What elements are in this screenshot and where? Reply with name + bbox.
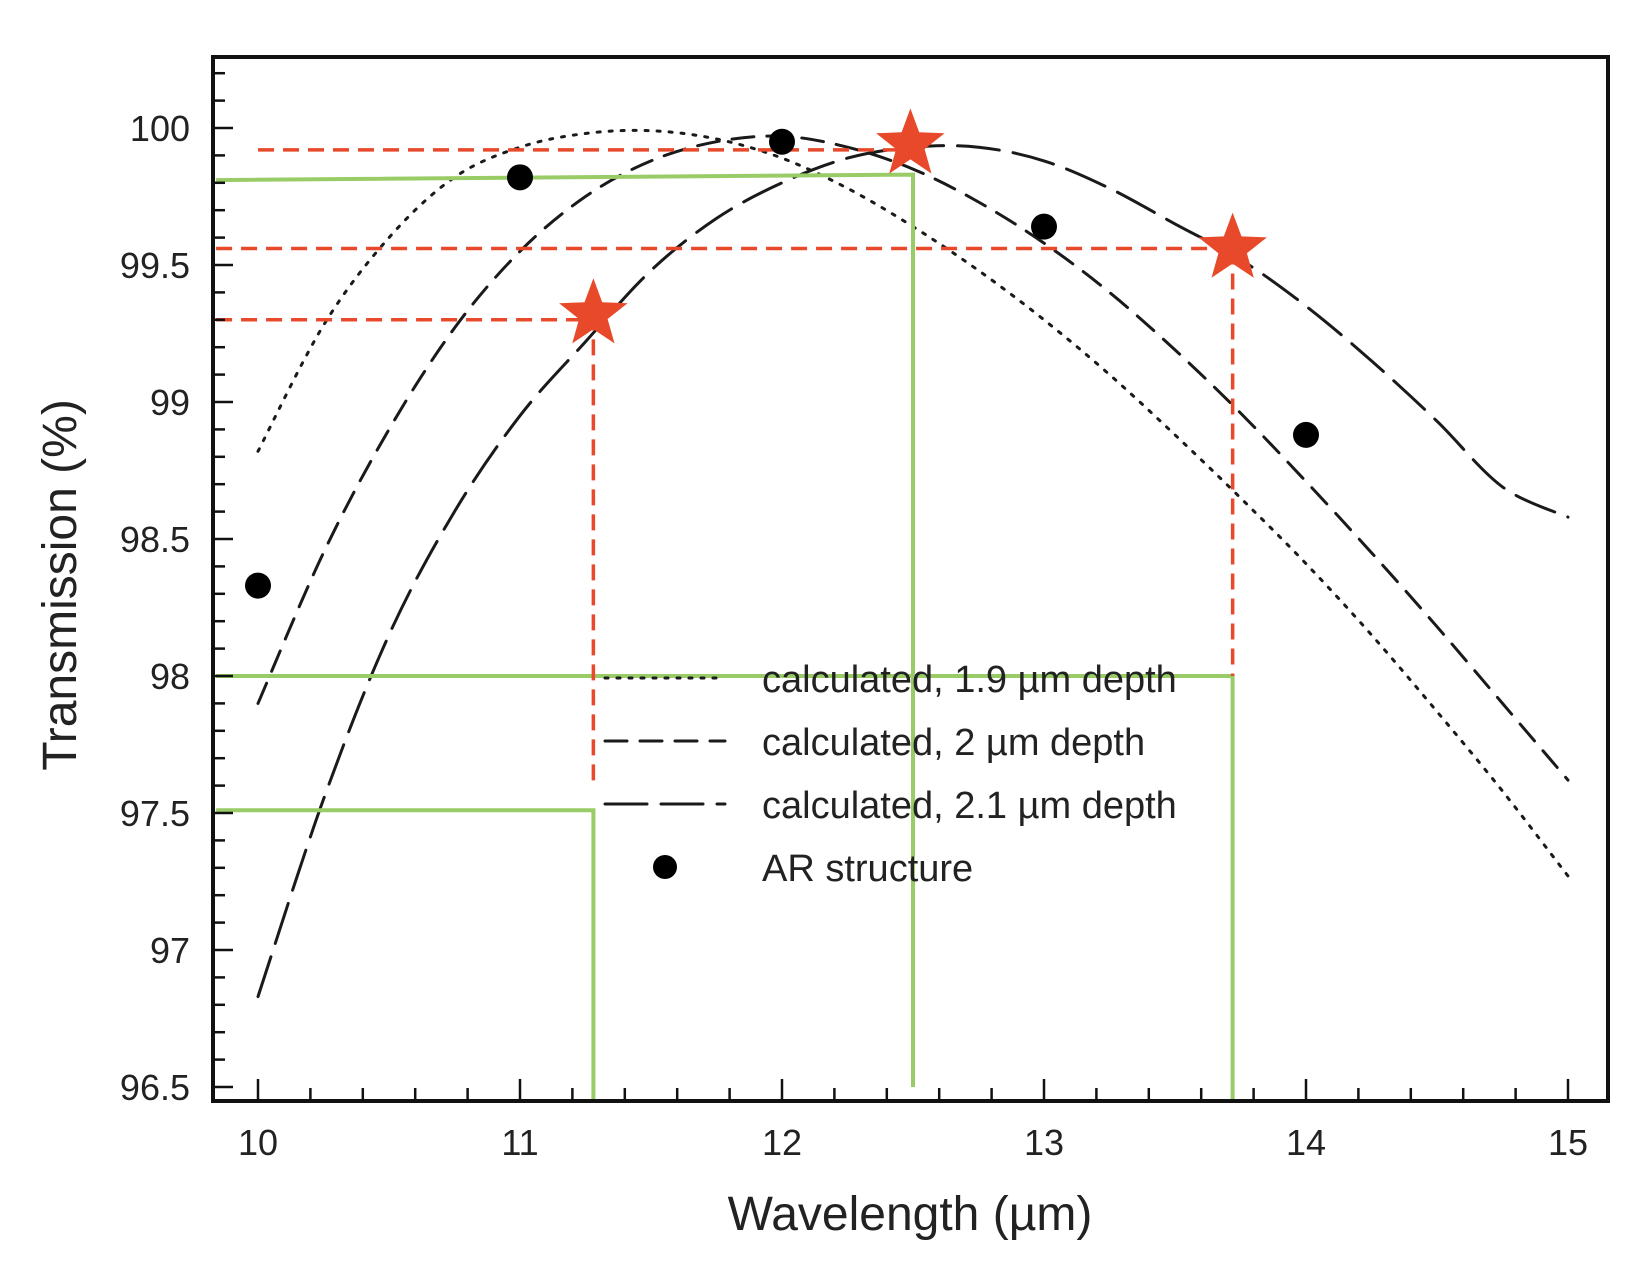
x-tick-label: 12 — [762, 1122, 802, 1163]
legend-label: calculated, 2.1 µm depth — [762, 785, 1177, 827]
ar-structure-point — [507, 164, 533, 191]
series-line-dotted — [256, 128, 1570, 878]
x-axis-title: Wavelength (µm) — [728, 1188, 1093, 1241]
y-tick-label: 97 — [150, 930, 190, 971]
green-guide-line — [216, 808, 596, 1101]
y-tick-label: 97.5 — [120, 793, 190, 834]
tick-layer — [213, 71, 1570, 1101]
ar-structure-point — [245, 572, 271, 599]
green-guide-line — [216, 172, 915, 1087]
x-tick-label: 13 — [1024, 1122, 1064, 1163]
y-tick-label: 100 — [130, 108, 190, 149]
x-tick-label: 15 — [1548, 1122, 1588, 1163]
y-tick-label: 96.5 — [120, 1067, 190, 1108]
annotation-layer — [216, 148, 1235, 1101]
y-tick-label: 98.5 — [120, 519, 190, 560]
ar-structure-point — [1031, 213, 1057, 240]
marker-layer — [245, 108, 1319, 599]
legend-label: AR structure — [762, 848, 973, 890]
ar-structure-point — [769, 128, 795, 155]
x-tick-label: 11 — [501, 1122, 538, 1163]
y-tick-label: 99.5 — [120, 245, 190, 286]
curve-layer — [256, 128, 1570, 999]
x-tick-label: 10 — [238, 1122, 278, 1163]
legend-label: calculated, 2 µm depth — [762, 722, 1145, 764]
legend-marker-ar-structure — [653, 855, 677, 879]
legend-label: calculated, 1.9 µm depth — [762, 659, 1177, 701]
tick-label-layer: 96.5 97 97.5 98 98.5 99 99.5 100 10 11 12 13 14 15 — [120, 108, 1588, 1163]
star-marker — [876, 108, 945, 174]
y-tick-label: 99 — [150, 382, 190, 423]
y-axis-title: Transmission (%) — [34, 399, 87, 771]
series-line-dashed — [256, 134, 1570, 782]
plot-frame — [211, 55, 1610, 1103]
legend: calculated, 1.9 µm depth calculated, 2 µm… — [603, 659, 1177, 890]
y-tick-label: 98 — [150, 656, 190, 697]
star-marker — [559, 278, 628, 344]
star-marker — [1198, 212, 1267, 278]
ar-structure-point — [1293, 421, 1319, 448]
series-line-long-dashed — [256, 144, 1570, 999]
x-tick-label: 14 — [1286, 1122, 1326, 1163]
